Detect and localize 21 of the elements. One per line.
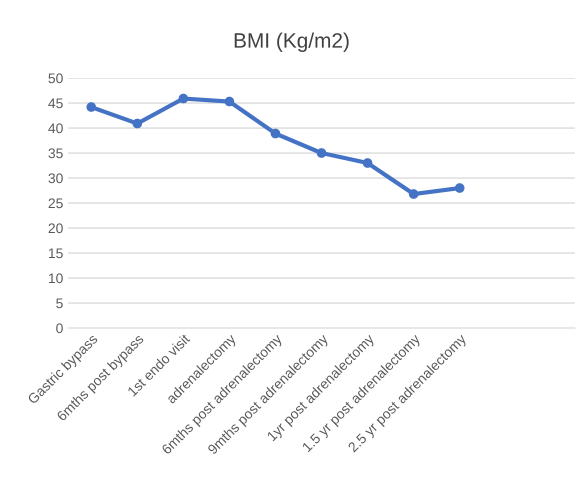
point	[132, 118, 142, 128]
y-tick-label: 50	[48, 73, 63, 84]
point	[86, 102, 96, 112]
point	[454, 183, 465, 193]
y-tick-label: 20	[48, 223, 63, 234]
point	[178, 94, 188, 104]
point	[316, 148, 326, 158]
y-tick-label: 10	[48, 273, 63, 284]
y-tick-label: 15	[48, 248, 63, 258]
y-tick-label: 30	[48, 173, 63, 184]
point	[224, 96, 234, 106]
y-tick-label: 35	[48, 148, 63, 158]
y-tick-label: 5	[56, 298, 63, 308]
chart-title: BMI (Kg/m2)	[234, 32, 349, 52]
y-tick-label: 40	[48, 123, 63, 134]
point	[408, 189, 418, 199]
y-tick-label: 45	[48, 98, 63, 108]
y-tick-label: 0	[56, 323, 63, 334]
point	[362, 158, 372, 168]
y-tick-label: 25	[48, 198, 63, 208]
point	[270, 128, 280, 138]
